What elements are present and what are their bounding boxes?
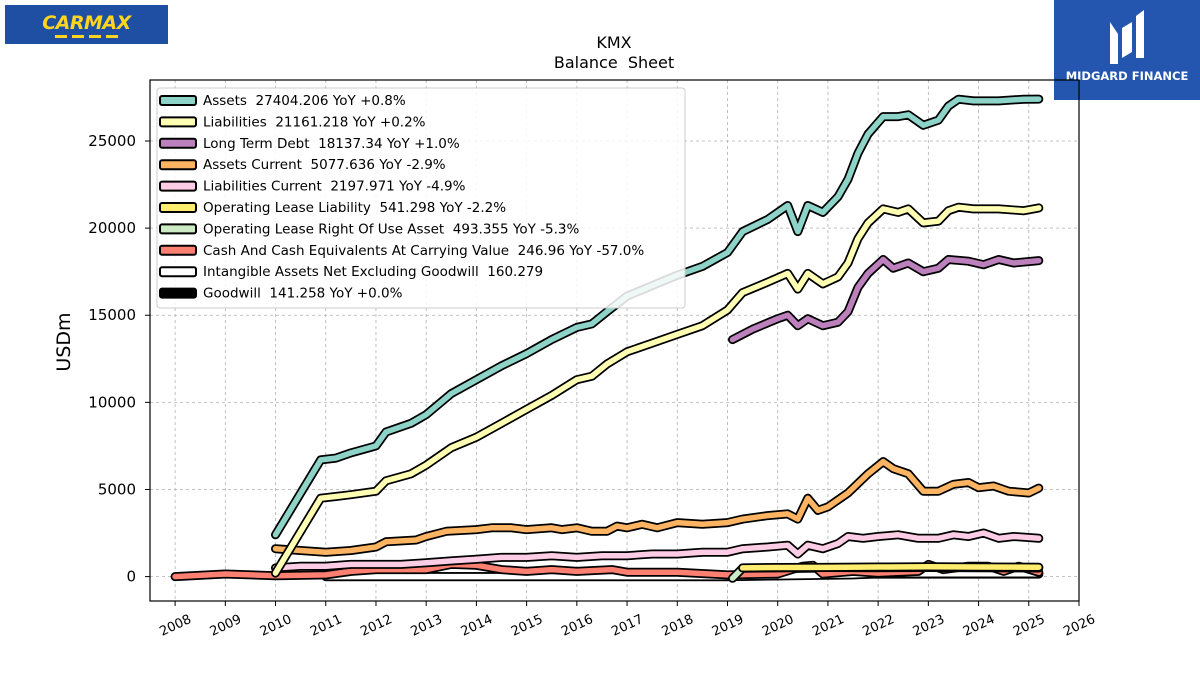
legend-label: Assets 27404.206 YoY +0.8% xyxy=(203,93,406,109)
x-tick-label: 2013 xyxy=(409,612,445,640)
axes: 2008 2009 2010 2011 2012 2013 2014 2015 2016 2017… xyxy=(88,79,1098,640)
legend-swatch xyxy=(159,159,197,171)
carmax-logo: CARMAX xyxy=(5,5,168,44)
chart-title: KMX xyxy=(596,33,631,52)
midgard-finance-logo: MIDGARD FINANCE xyxy=(1054,0,1200,100)
series-outline xyxy=(728,255,1044,345)
y-tick-label: 10000 xyxy=(88,393,136,411)
legend-swatch xyxy=(159,180,197,192)
y-tick-label: 20000 xyxy=(88,219,136,237)
legend-label: Operating Lease Liability 541.298 YoY -2… xyxy=(203,200,506,216)
x-tick-label: 2018 xyxy=(660,612,696,640)
series-line xyxy=(272,530,1042,571)
x-tick-label: 2014 xyxy=(459,612,495,640)
plot-frame xyxy=(149,79,1080,602)
x-tick-label: 2021 xyxy=(810,612,846,640)
y-tick-label: 15000 xyxy=(88,306,136,324)
x-tick-label: 2016 xyxy=(559,612,595,640)
x-tick-label: 2026 xyxy=(1061,612,1097,640)
x-tick-label: 2020 xyxy=(760,612,796,640)
legend-swatch xyxy=(159,137,197,149)
legend-label: Operating Lease Right Of Use Asset 493.3… xyxy=(203,221,579,237)
x-tick-label: 2015 xyxy=(509,612,545,640)
legend-box xyxy=(156,87,686,309)
legend-swatch xyxy=(159,116,197,128)
y-tick-label: 0 xyxy=(126,568,136,586)
x-tick-label: 2008 xyxy=(157,612,193,640)
legend-swatch xyxy=(159,266,197,278)
y-tick-label: 25000 xyxy=(88,132,136,150)
series-line xyxy=(729,256,1042,343)
x-tick-label: 2017 xyxy=(609,612,645,640)
x-tick-label: 2022 xyxy=(860,612,896,640)
y-axis-label: USDm xyxy=(53,312,75,371)
carmax-logo-text: CARMAX xyxy=(42,11,131,34)
x-tick-label: 2024 xyxy=(961,612,997,640)
legend: Assets 27404.206 YoY +0.8% Liabilities 21… xyxy=(156,87,686,309)
x-tick-label: 2019 xyxy=(710,612,746,640)
chart-subtitle: Balance Sheet xyxy=(554,53,674,72)
legend-label: Assets Current 5077.636 YoY -2.9% xyxy=(203,157,446,173)
legend-swatch xyxy=(159,223,197,235)
carmax-logo-dashes xyxy=(55,34,118,38)
legend-label: Liabilities Current 2197.971 YoY -4.9% xyxy=(203,179,466,195)
x-tick-label: 2012 xyxy=(358,612,394,640)
legend-swatch xyxy=(159,244,197,256)
legend-label: Long Term Debt 18137.34 YoY +1.0% xyxy=(203,136,460,152)
x-tick-label: 2025 xyxy=(1011,612,1047,640)
series-line xyxy=(272,204,1042,576)
series-line xyxy=(272,458,1042,555)
legend-swatch xyxy=(159,95,197,106)
midgard-finance-logo-text: MIDGARD FINANCE xyxy=(1065,69,1189,83)
legend-label: Cash And Cash Equivalents At Carrying Va… xyxy=(203,243,644,259)
legend-swatch xyxy=(159,287,197,299)
legend-swatch xyxy=(159,202,197,213)
x-tick-label: 2023 xyxy=(911,612,947,640)
legend-label: Intangible Assets Net Excluding Goodwill… xyxy=(203,264,543,280)
x-tick-label: 2010 xyxy=(258,612,294,640)
series-lines xyxy=(170,94,1044,583)
legend-label: Goodwill 141.258 YoY +0.0% xyxy=(203,286,403,302)
series-line xyxy=(272,96,1042,538)
x-tick-label: 2011 xyxy=(308,612,344,640)
x-tick-label: 2009 xyxy=(208,612,244,640)
midgard-emblem-icon xyxy=(1110,10,1144,64)
legend-label: Liabilities 21161.218 YoY +0.2% xyxy=(203,114,426,130)
y-tick-label: 5000 xyxy=(98,480,136,498)
series-line xyxy=(739,564,1042,571)
